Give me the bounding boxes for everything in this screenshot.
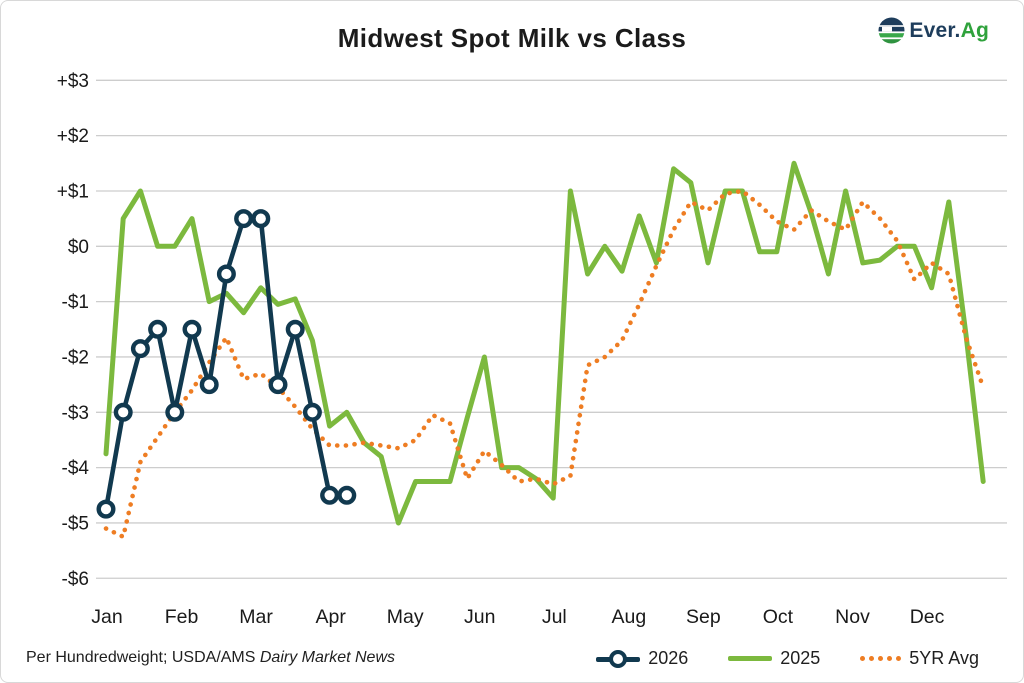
data-point-marker xyxy=(96,499,116,519)
month-label: Aug xyxy=(611,606,646,628)
data-point-marker xyxy=(165,402,185,422)
data-point-marker xyxy=(302,402,322,422)
month-label: Oct xyxy=(763,606,794,628)
month-label: Jul xyxy=(542,606,567,628)
series-line xyxy=(103,160,986,526)
logo-text-ag: Ag xyxy=(960,18,989,42)
data-point-marker xyxy=(113,402,133,422)
data-point-marker xyxy=(234,209,254,229)
y-tick-label: +$2 xyxy=(57,126,89,147)
series-2025 xyxy=(103,160,986,526)
data-point-marker xyxy=(285,319,305,339)
chart-title: Midwest Spot Milk vs Class xyxy=(337,23,687,53)
legend-label-5yr-avg: 5YR Avg xyxy=(909,648,979,668)
y-tick-label: -$1 xyxy=(62,292,89,313)
legend-item-5yr-avg: 5YR Avg xyxy=(860,648,979,669)
data-point-marker xyxy=(268,375,288,395)
y-tick-label: -$2 xyxy=(62,347,89,368)
month-label: Dec xyxy=(910,606,945,628)
month-label: Feb xyxy=(165,606,199,628)
legend-item-2026: 2026 xyxy=(596,648,688,669)
logo-text-ever: Ever. xyxy=(909,18,961,42)
legend-swatch-2026-line-marker xyxy=(596,649,641,669)
x-axis-labels: Jan Feb Mar Apr May Jun Jul Aug Sep Oct Nov Dec xyxy=(91,606,944,628)
legend-item-2025: 2025 xyxy=(728,648,820,669)
month-label: Jun xyxy=(464,606,495,628)
everag-logo-icon xyxy=(878,17,905,44)
data-point-marker xyxy=(130,339,150,359)
everag-logo: Ever.Ag xyxy=(878,17,989,44)
y-tick-label: -$5 xyxy=(62,513,89,534)
data-point-marker xyxy=(216,264,236,284)
month-label: Nov xyxy=(835,606,870,628)
legend-swatch-2025-line xyxy=(728,656,773,661)
series-2026 xyxy=(96,209,357,519)
month-label: Sep xyxy=(686,606,721,628)
y-tick-label: -$4 xyxy=(62,458,90,479)
data-point-marker xyxy=(251,209,271,229)
everag-logo-text: Ever.Ag xyxy=(909,19,989,43)
legend-swatch-5yr-dotted xyxy=(860,656,902,661)
month-label: May xyxy=(387,606,424,628)
y-tick-label: +$1 xyxy=(57,181,89,202)
month-label: Apr xyxy=(315,606,346,628)
y-tick-label: +$3 xyxy=(57,71,89,92)
source-note: Per Hundredweight; USDA/AMS Dairy Market… xyxy=(26,649,396,666)
chart-legend: 2026 2025 5YR Avg xyxy=(596,648,979,669)
data-point-marker xyxy=(148,319,168,339)
data-point-marker xyxy=(182,319,202,339)
month-label: Jan xyxy=(91,606,122,628)
data-point-marker xyxy=(337,485,357,505)
month-label: Mar xyxy=(239,606,273,628)
legend-label-2026: 2026 xyxy=(648,648,689,668)
y-tick-label: -$6 xyxy=(62,569,89,590)
gridlines xyxy=(96,79,1007,579)
data-point-marker xyxy=(199,375,219,395)
y-tick-label: $0 xyxy=(68,237,89,258)
y-axis-labels: +$3 +$2 +$1 $0 -$1 -$2 -$3 -$4 -$5 -$6 xyxy=(57,71,90,590)
data-point-marker xyxy=(320,485,340,505)
y-tick-label: -$3 xyxy=(62,403,89,424)
legend-label-2025: 2025 xyxy=(780,648,821,668)
series-line xyxy=(103,216,350,512)
